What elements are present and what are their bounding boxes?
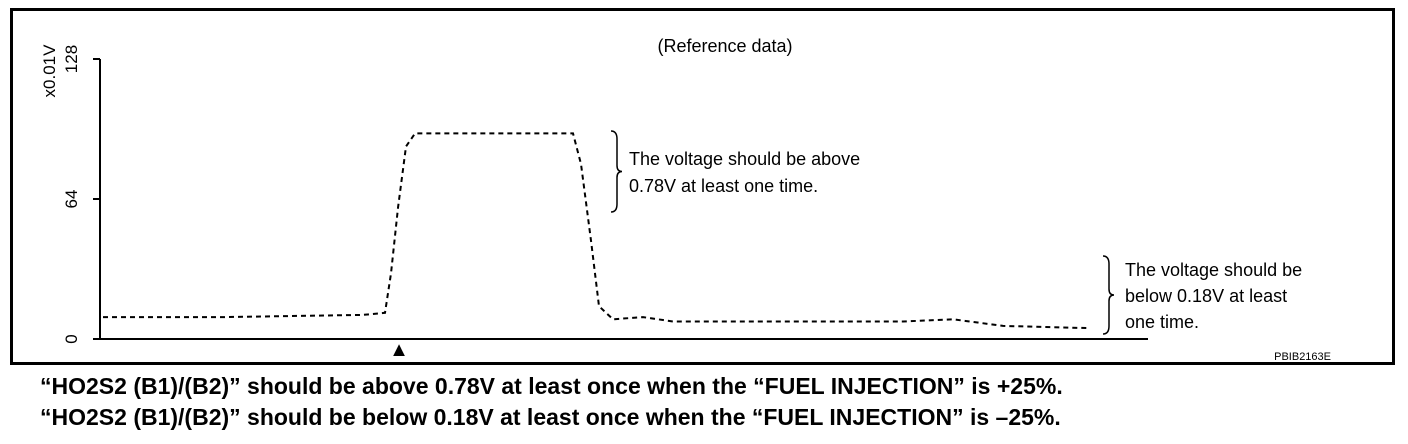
annotation-text: one time. <box>1125 312 1199 332</box>
annotation-text: below 0.18V at least <box>1125 286 1287 306</box>
voltage-chart: (Reference data) x0.01V 0 64 128 The volta… <box>40 36 1331 363</box>
y-tick-label: 128 <box>62 45 81 73</box>
voltage-series-line <box>103 132 1089 330</box>
annotation-text: The voltage should be <box>1125 260 1302 280</box>
y-tick-label: 64 <box>62 190 81 209</box>
figure-id: PBIB2163E <box>1274 351 1331 363</box>
y-tick-label: 0 <box>62 334 81 343</box>
start-marker: ▲ <box>389 339 409 361</box>
annotations: The voltage should be above 0.78V at leas… <box>610 130 1302 335</box>
figure-frame: (Reference data) x0.01V 0 64 128 The volta… <box>10 8 1395 365</box>
annotation-brace <box>1102 255 1115 335</box>
caption-above: “HO2S2 (B1)/(B2)” should be above 0.78V … <box>40 373 1063 399</box>
chart-title: (Reference data) <box>657 36 792 56</box>
y-axis-label: x0.01V <box>40 44 59 98</box>
annotation-text: 0.78V at least one time. <box>629 176 818 196</box>
caption-below: “HO2S2 (B1)/(B2)” should be below 0.18V … <box>40 404 1061 430</box>
y-ticks: 0 64 128 <box>62 45 100 344</box>
annotation-brace <box>610 130 623 213</box>
annotation-text: The voltage should be above <box>629 149 860 169</box>
